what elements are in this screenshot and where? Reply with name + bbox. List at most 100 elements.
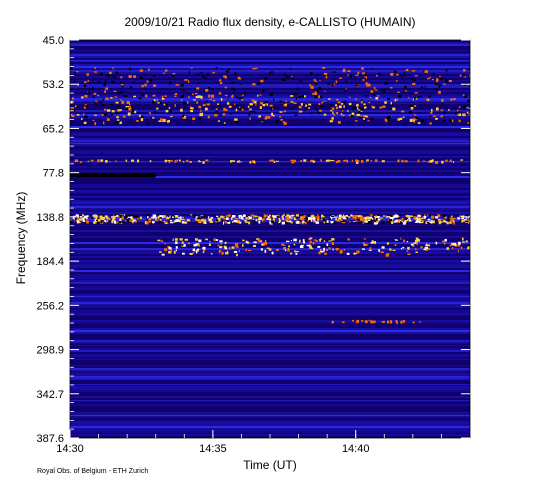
emission-pixel bbox=[373, 221, 378, 225]
emission-pixel bbox=[248, 249, 252, 252]
emission-pixel bbox=[196, 82, 201, 84]
emission-pixel bbox=[465, 113, 469, 115]
emission-pixel bbox=[174, 159, 177, 163]
emission-pixel bbox=[162, 118, 166, 122]
x-axis: 14:30 14:35 14:40 bbox=[56, 430, 442, 455]
emission-pixel bbox=[114, 96, 118, 98]
emission-pixel bbox=[182, 114, 186, 118]
emission-pixel bbox=[162, 215, 166, 218]
emission-pixel bbox=[340, 103, 344, 105]
spectrogram-row bbox=[70, 400, 470, 403]
emission-pixel bbox=[435, 241, 438, 245]
emission-pixel bbox=[349, 75, 352, 78]
y-tick-label: 53.2 bbox=[43, 79, 64, 91]
emission-pixel bbox=[170, 218, 174, 220]
emission-pixel bbox=[140, 118, 144, 122]
emission-pixel bbox=[329, 159, 332, 162]
emission-pixel bbox=[84, 218, 88, 221]
emission-pixel bbox=[360, 99, 363, 102]
emission-pixel bbox=[111, 80, 115, 84]
emission-pixel bbox=[268, 248, 272, 251]
emission-pixel bbox=[269, 159, 273, 162]
emission-pixel bbox=[364, 219, 367, 221]
emission-pixel bbox=[368, 220, 372, 223]
emission-pixel bbox=[354, 159, 358, 162]
emission-pixel bbox=[76, 114, 80, 116]
emission-pixel bbox=[122, 95, 125, 97]
emission-pixel bbox=[338, 105, 342, 109]
emission-pixel bbox=[426, 243, 428, 246]
emission-pixel bbox=[398, 94, 402, 98]
spectrogram-row bbox=[70, 128, 470, 131]
emission-pixel bbox=[335, 112, 339, 115]
emission-pixel bbox=[295, 217, 299, 219]
emission-pixel bbox=[113, 220, 117, 224]
emission-pixel bbox=[411, 78, 414, 81]
emission-pixel bbox=[127, 112, 131, 116]
emission-pixel bbox=[417, 159, 420, 163]
emission-pixel bbox=[231, 160, 235, 162]
emission-pixel bbox=[234, 103, 236, 106]
emission-pixel bbox=[257, 94, 259, 97]
emission-pixel bbox=[123, 218, 127, 220]
emission-pixel bbox=[437, 219, 441, 221]
emission-pixel bbox=[184, 238, 189, 241]
emission-pixel bbox=[291, 161, 295, 164]
emission-pixel bbox=[422, 221, 425, 223]
emission-pixel bbox=[109, 71, 112, 75]
emission-pixel bbox=[175, 241, 178, 244]
emission-pixel bbox=[125, 159, 128, 162]
emission-pixel bbox=[112, 219, 115, 221]
emission-pixel bbox=[150, 117, 154, 119]
emission-pixel bbox=[103, 83, 106, 86]
emission-pixel bbox=[442, 220, 446, 223]
emission-pixel bbox=[342, 70, 346, 73]
emission-pixel bbox=[84, 104, 87, 106]
spectrogram-row bbox=[70, 384, 470, 387]
emission-pixel bbox=[225, 251, 229, 255]
emission-pixel bbox=[373, 216, 377, 218]
emission-pixel bbox=[354, 253, 357, 255]
emission-pixel bbox=[120, 121, 122, 124]
emission-pixel bbox=[272, 114, 275, 117]
emission-pixel bbox=[324, 90, 326, 93]
emission-pixel bbox=[314, 96, 316, 99]
emission-pixel bbox=[330, 110, 333, 112]
emission-pixel bbox=[408, 97, 410, 99]
emission-pixel bbox=[225, 241, 227, 243]
emission-pixel bbox=[145, 94, 148, 98]
emission-pixel bbox=[126, 100, 130, 104]
spectrogram-row bbox=[70, 258, 470, 261]
emission-pixel bbox=[193, 214, 196, 218]
emission-pixel bbox=[428, 214, 432, 216]
emission-pixel bbox=[412, 82, 416, 85]
emission-pixel bbox=[275, 160, 279, 162]
emission-pixel bbox=[351, 112, 355, 115]
emission-pixel bbox=[71, 115, 75, 118]
emission-pixel bbox=[120, 90, 124, 94]
emission-pixel bbox=[299, 218, 303, 221]
emission-pixel bbox=[361, 221, 364, 223]
emission-pixel bbox=[112, 67, 114, 70]
emission-pixel bbox=[321, 215, 325, 218]
emission-pixel bbox=[115, 101, 119, 104]
emission-pixel bbox=[360, 100, 363, 104]
emission-pixel bbox=[304, 104, 308, 107]
emission-pixel bbox=[369, 214, 374, 216]
emission-pixel bbox=[290, 239, 292, 242]
spectrogram-row bbox=[70, 316, 470, 319]
emission-pixel bbox=[302, 95, 306, 98]
emission-pixel bbox=[199, 113, 203, 117]
emission-pixel bbox=[125, 106, 127, 108]
emission-pixel bbox=[106, 118, 110, 121]
emission-pixel bbox=[466, 107, 469, 109]
emission-pixel bbox=[317, 95, 321, 98]
emission-pixel bbox=[249, 160, 252, 164]
emission-pixel bbox=[302, 239, 305, 242]
emission-pixel bbox=[73, 215, 76, 217]
emission-pixel bbox=[309, 218, 313, 222]
emission-pixel bbox=[73, 73, 77, 76]
emission-pixel bbox=[368, 249, 372, 251]
emission-pixel bbox=[395, 98, 399, 101]
emission-pixel bbox=[190, 219, 193, 221]
